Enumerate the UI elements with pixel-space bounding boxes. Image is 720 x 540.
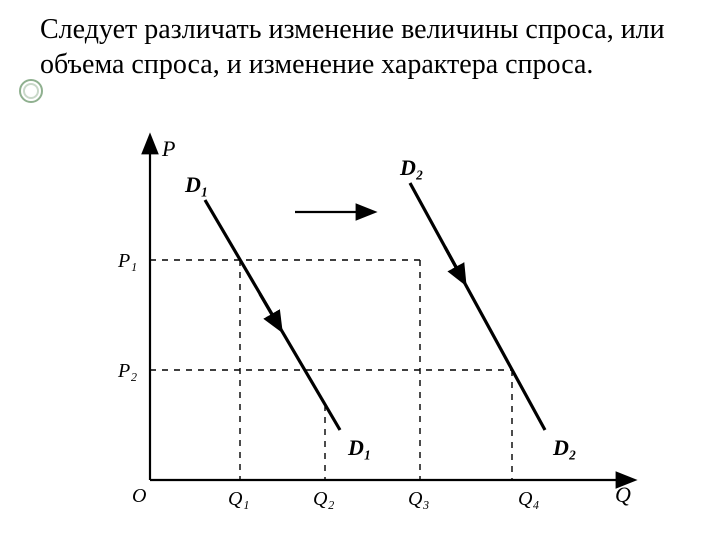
demand-chart: P Q O P₁ P₂ Q₁ Q₂ Q₃ Q₄ D₁ D₁ D₂ D₂: [100, 130, 640, 530]
curve-d2-arrow: [445, 247, 462, 278]
bullet-icon: [18, 78, 44, 104]
label-q1: Q₁: [228, 488, 249, 510]
label-d1-top: D₁: [184, 172, 209, 197]
curve-d2: [410, 183, 545, 430]
label-x-axis: Q: [615, 482, 631, 507]
curve-d1-arrow: [260, 294, 278, 325]
label-q4: Q₄: [518, 488, 539, 510]
label-p1: P₁: [117, 250, 137, 272]
slide: Следует различать изменение величины спр…: [0, 0, 720, 540]
label-p2: P₂: [117, 360, 137, 382]
slide-title: Следует различать изменение величины спр…: [40, 12, 680, 82]
bullet-inner: [24, 84, 38, 98]
label-y-axis: P: [161, 136, 175, 161]
label-q3: Q₃: [408, 488, 429, 510]
label-q2: Q₂: [313, 488, 334, 510]
label-d2-top: D₂: [399, 155, 424, 180]
label-d1-bottom: D₁: [347, 435, 372, 460]
chart-svg: P Q O P₁ P₂ Q₁ Q₂ Q₃ Q₄ D₁ D₁ D₂ D₂: [100, 130, 640, 530]
label-d2-bottom: D₂: [552, 435, 577, 460]
label-origin: O: [132, 485, 146, 507]
